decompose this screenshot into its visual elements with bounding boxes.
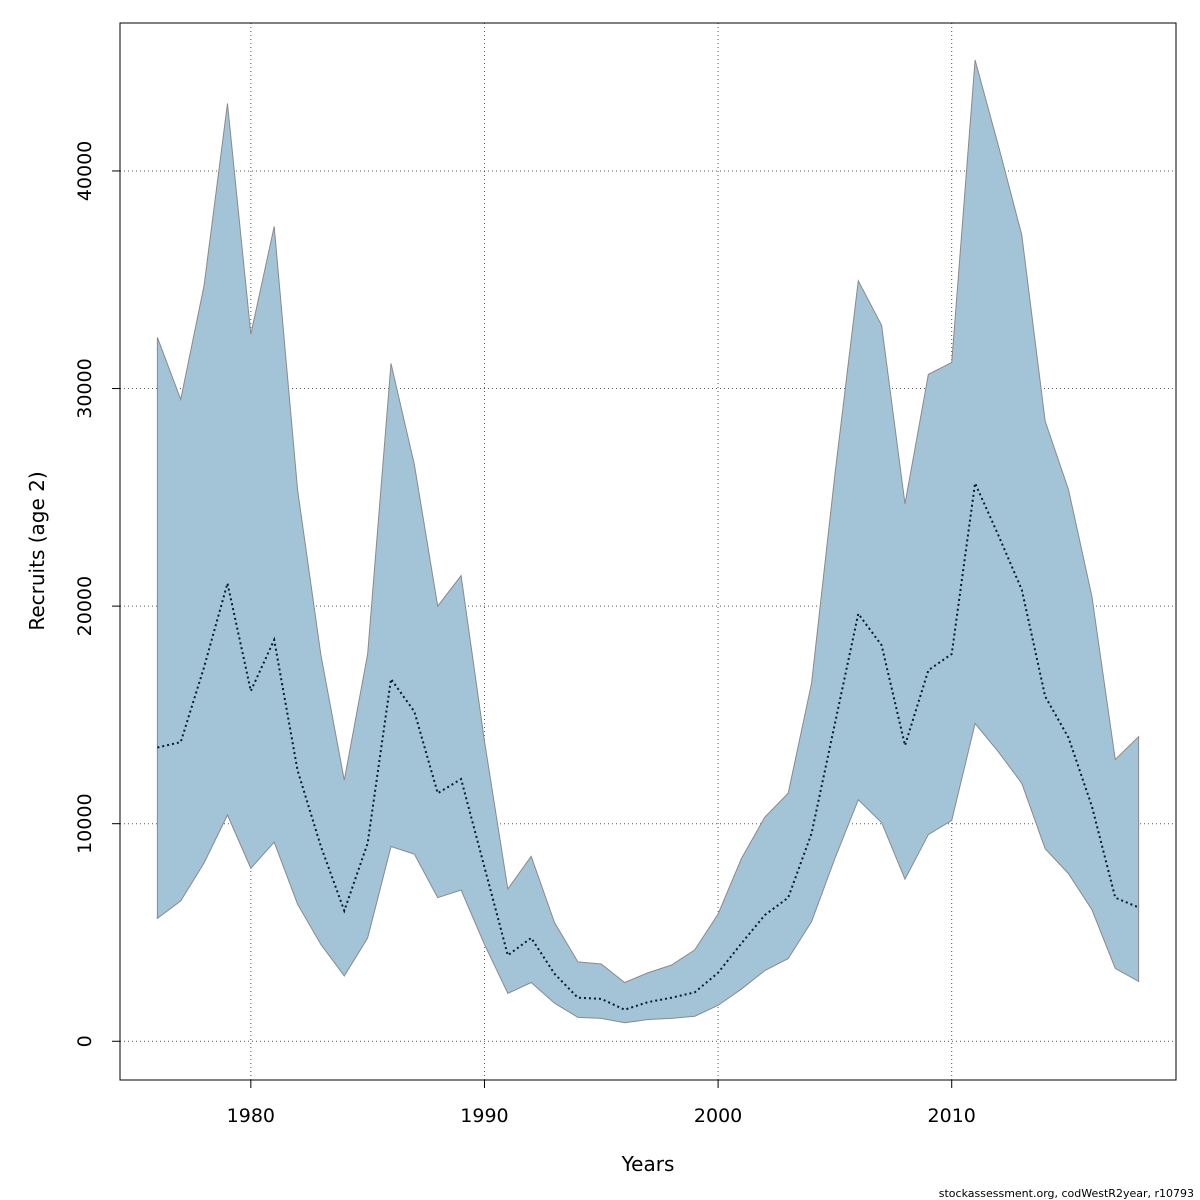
- x-axis-title: Years: [621, 1152, 675, 1176]
- x-tick-label-1: 1990: [460, 1105, 508, 1127]
- x-tick-label-0: 1980: [227, 1105, 275, 1127]
- y-axis: 0 10000 20000 30000 40000: [74, 141, 120, 1047]
- confidence-band: [156, 59, 1140, 1024]
- footer-note: stockassessment.org, codWestR2year, r107…: [939, 1187, 1194, 1200]
- y-axis-title: Recruits (age 2): [25, 471, 49, 630]
- y-tick-label-4: 40000: [74, 141, 96, 201]
- y-tick-label-0: 0: [74, 1035, 96, 1047]
- x-tick-label-2: 2000: [694, 1105, 742, 1127]
- plot-frame: [119, 22, 1177, 1081]
- y-tick-label-2: 20000: [74, 576, 96, 636]
- x-tick-label-3: 2010: [928, 1105, 976, 1127]
- y-tick-label-3: 30000: [74, 358, 96, 418]
- x-axis: 1980 1990 2000 2010: [227, 1080, 976, 1127]
- y-tick-label-1: 10000: [74, 793, 96, 853]
